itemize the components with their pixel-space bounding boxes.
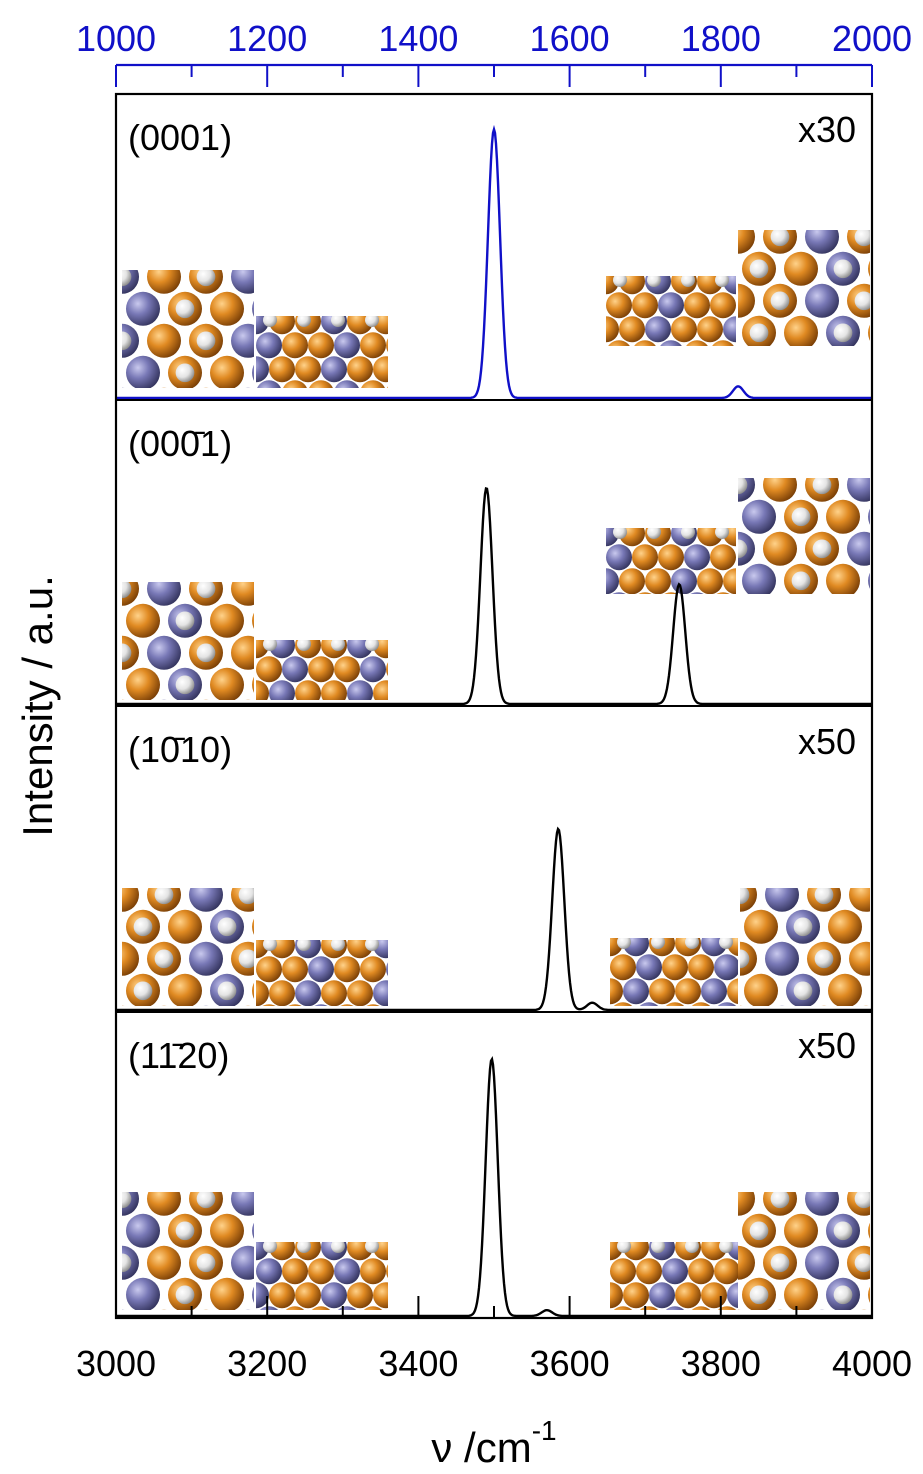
spectrum-line-panel-2 <box>116 486 872 706</box>
bottom-axis-tick-label: 3800 <box>681 1343 761 1384</box>
scale-label-10-10: x50 <box>798 721 856 762</box>
y-axis-title: Intensity / a.u. <box>14 575 61 836</box>
spectra-curves <box>116 124 872 1318</box>
panel-label-10-10: (10̄10) <box>128 729 232 770</box>
surface-top-view-icon-5 <box>122 582 254 700</box>
top-axis-tick-label: 1800 <box>681 18 761 59</box>
surface-side-view-icon-3 <box>606 276 736 346</box>
surface-side-view-icon-15 <box>610 1242 738 1310</box>
surface-top-view-icon-1 <box>122 270 254 388</box>
bottom-axis-tick-label: 3600 <box>530 1343 610 1384</box>
structure-insets <box>122 230 870 1310</box>
spectrum-line-panel-3 <box>116 826 872 1012</box>
x-axis-title-superscript: -1 <box>532 1415 557 1446</box>
bottom-axis-tick-label: 3000 <box>76 1343 156 1384</box>
scale-label-0001: x30 <box>798 109 856 150</box>
bottom-axis-tick-label: 3400 <box>378 1343 458 1384</box>
panel-label-11-20: (11̄20) <box>128 1035 229 1076</box>
top-axis-tick-label: 1000 <box>76 18 156 59</box>
spectrum-line-panel-1 <box>116 124 872 400</box>
panel-label-0001: (0001) <box>128 117 232 158</box>
surface-top-view-icon-8 <box>738 478 870 594</box>
top-axis-tick-label: 1600 <box>530 18 610 59</box>
surface-top-view-icon-16 <box>738 1192 870 1310</box>
x-axis-title: ν /cm-1 <box>431 1415 556 1471</box>
panel-label-000-1: (000̄1) <box>128 423 232 464</box>
top-axis-tick-label: 2000 <box>832 18 912 59</box>
surface-side-view-icon-10 <box>256 940 388 1006</box>
surface-top-view-icon-4 <box>738 230 870 346</box>
top-axis-tick-label: 1200 <box>227 18 307 59</box>
surface-top-view-icon-12 <box>740 888 870 1006</box>
surface-side-view-icon-7 <box>606 528 736 594</box>
x-axis-title-main: ν /cm <box>431 1424 531 1471</box>
surface-side-view-icon-6 <box>256 640 388 700</box>
surface-top-view-icon-13 <box>122 1192 254 1310</box>
surface-side-view-icon-2 <box>256 316 388 388</box>
top-axis-tick-label: 1400 <box>378 18 458 59</box>
bottom-axis-tick-label: 4000 <box>832 1343 912 1384</box>
scale-label-11-20: x50 <box>798 1025 856 1066</box>
bottom-axis-tick-label: 3200 <box>227 1343 307 1384</box>
surface-top-view-icon-9 <box>122 888 254 1006</box>
spectrum-line-panel-4 <box>116 1056 872 1318</box>
surface-side-view-icon-11 <box>610 938 738 1006</box>
surface-side-view-icon-14 <box>256 1242 388 1310</box>
